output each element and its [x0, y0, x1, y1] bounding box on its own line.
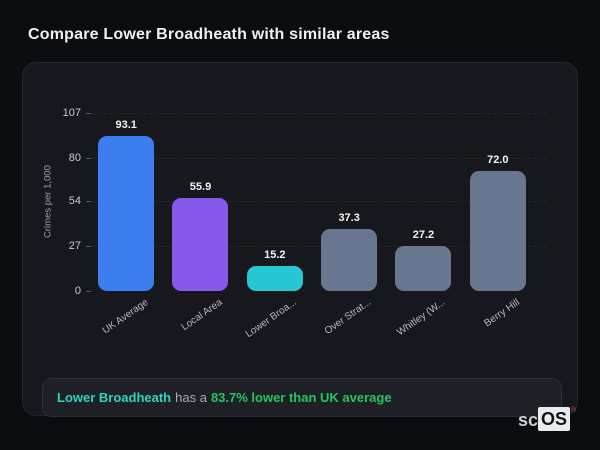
y-tick-label: 0 — [74, 285, 81, 297]
y-tick-mark — [86, 157, 91, 159]
x-tick-label: UK Average — [100, 297, 151, 337]
gridline — [89, 246, 546, 248]
scos-logo: sc OS ® — [518, 407, 576, 432]
bar-whitley-w[interactable] — [395, 245, 452, 291]
bar-value-label: 55.9 — [189, 181, 212, 194]
y-tick-mark — [86, 246, 91, 248]
bar-value-label: 93.1 — [115, 119, 137, 132]
x-tick-label: Berry Hill — [482, 297, 523, 330]
bar-slot: 15.2 Lower Broa... — [238, 113, 312, 340]
bar-slot: 27.2 Whitley (W... — [386, 113, 460, 338]
x-tick-label: Over Strat... — [322, 297, 374, 337]
registered-trademark-icon: ® — [571, 407, 577, 414]
y-tick-label: 54 — [68, 195, 81, 208]
note-stat-text: 83.7% lower than UK average — [210, 390, 392, 405]
chart-card: Crimes per 1,000 0 27 54 80 107 93.1 UK Avera… — [22, 62, 578, 416]
bars-container: 93.1 UK Average 55.9 Local Area 15.2 Lower Br… — [89, 113, 535, 340]
bar-slot: 93.1 UK Average — [89, 113, 163, 337]
logo-prefix: sc — [518, 410, 539, 430]
bar-chart: Crimes per 1,000 0 27 54 80 107 93.1 UK Avera… — [23, 63, 577, 415]
bar-value-label: 15.2 — [264, 248, 286, 261]
note-area-name: Lower Broadheath — [57, 390, 172, 405]
y-tick-mark — [86, 291, 91, 292]
gridline — [89, 201, 546, 203]
bar-slot: 72.0 Berry Hill — [461, 113, 535, 329]
y-tick-mark — [86, 201, 91, 203]
bar-lower-broa[interactable] — [246, 265, 303, 291]
gridline — [89, 113, 546, 114]
bar-local-area[interactable] — [172, 198, 229, 291]
y-tick-label: 80 — [68, 151, 81, 164]
logo-suffix: OS — [538, 407, 571, 431]
x-tick-label: Local Area — [179, 297, 225, 334]
bar-value-label: 37.3 — [338, 211, 360, 224]
bar-uk-average[interactable] — [98, 136, 155, 291]
page-title: Compare Lower Broadheath with similar ar… — [28, 26, 390, 43]
y-tick-label: 27 — [68, 240, 81, 253]
y-tick-label: 107 — [62, 107, 81, 119]
x-tick-label: Whitley (W... — [395, 297, 448, 339]
bar-over-strat[interactable] — [321, 228, 378, 291]
y-tick-mark — [86, 113, 91, 114]
x-tick-label: Lower Broa... — [244, 297, 300, 341]
comparison-note: Lower Broadheath has a 83.7% lower than … — [42, 378, 562, 417]
bar-value-label: 27.2 — [412, 228, 435, 241]
bar-slot: 55.9 Local Area — [163, 113, 237, 333]
note-connector-text: has a — [175, 390, 207, 405]
gridline — [89, 157, 546, 159]
bar-berry-hill[interactable] — [469, 171, 526, 291]
bar-slot: 37.3 Over Strat... — [312, 113, 386, 337]
bar-value-label: 72.0 — [487, 154, 509, 167]
